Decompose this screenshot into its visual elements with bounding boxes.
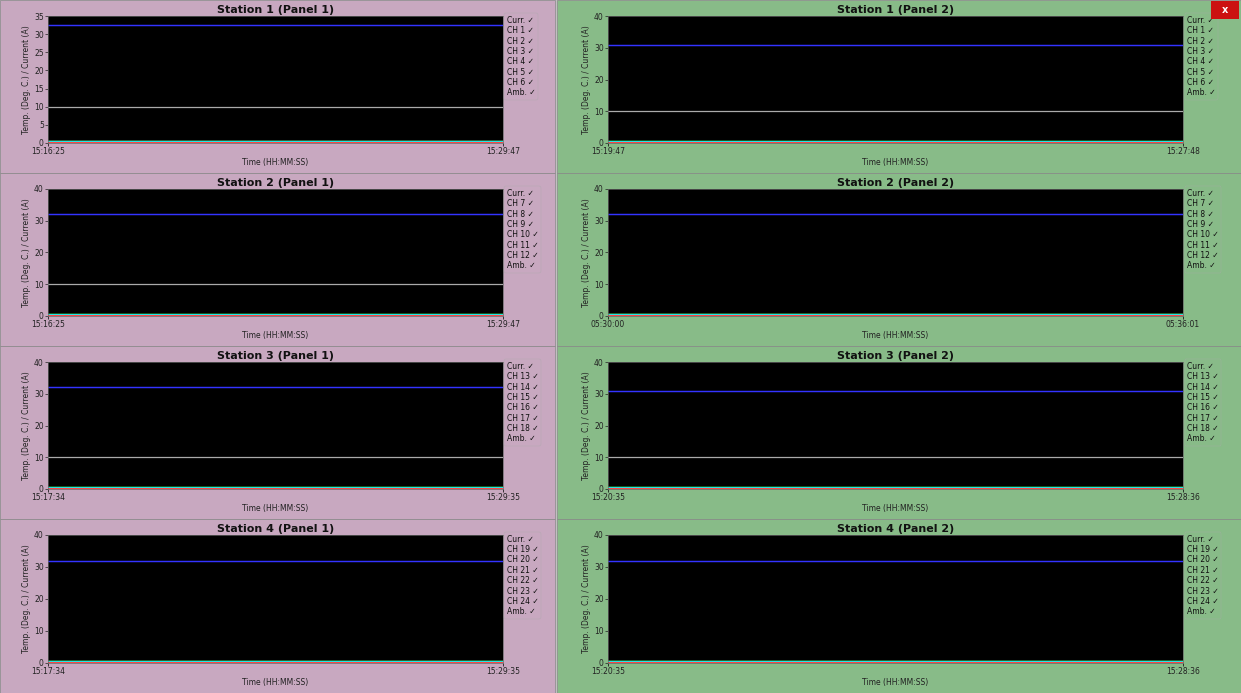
Title: Station 4 (Panel 1): Station 4 (Panel 1) xyxy=(217,524,334,534)
X-axis label: Time (HH:MM:SS): Time (HH:MM:SS) xyxy=(862,504,928,513)
Y-axis label: Temp. (Deg. C.) / Current (A): Temp. (Deg. C.) / Current (A) xyxy=(582,25,591,134)
Legend: Curr. ✓, CH 7 ✓, CH 8 ✓, CH 9 ✓, CH 10 ✓, CH 11 ✓, CH 12 ✓, Amb. ✓: Curr. ✓, CH 7 ✓, CH 8 ✓, CH 9 ✓, CH 10 ✓… xyxy=(504,186,541,272)
Title: Station 3 (Panel 2): Station 3 (Panel 2) xyxy=(836,351,954,361)
X-axis label: Time (HH:MM:SS): Time (HH:MM:SS) xyxy=(862,331,928,340)
Title: Station 2 (Panel 2): Station 2 (Panel 2) xyxy=(836,178,954,188)
X-axis label: Time (HH:MM:SS): Time (HH:MM:SS) xyxy=(242,331,309,340)
Title: Station 1 (Panel 1): Station 1 (Panel 1) xyxy=(217,6,334,15)
Y-axis label: Temp. (Deg. C.) / Current (A): Temp. (Deg. C.) / Current (A) xyxy=(22,371,31,480)
X-axis label: Time (HH:MM:SS): Time (HH:MM:SS) xyxy=(862,157,928,166)
Y-axis label: Temp. (Deg. C.) / Current (A): Temp. (Deg. C.) / Current (A) xyxy=(22,198,31,307)
Title: Station 1 (Panel 2): Station 1 (Panel 2) xyxy=(836,6,954,15)
Y-axis label: Temp. (Deg. C.) / Current (A): Temp. (Deg. C.) / Current (A) xyxy=(22,25,31,134)
Text: x: x xyxy=(1221,6,1229,15)
Title: Station 4 (Panel 2): Station 4 (Panel 2) xyxy=(836,524,954,534)
Title: Station 2 (Panel 1): Station 2 (Panel 1) xyxy=(217,178,334,188)
Y-axis label: Temp. (Deg. C.) / Current (A): Temp. (Deg. C.) / Current (A) xyxy=(22,545,31,653)
X-axis label: Time (HH:MM:SS): Time (HH:MM:SS) xyxy=(242,157,309,166)
Legend: Curr. ✓, CH 19 ✓, CH 20 ✓, CH 21 ✓, CH 22 ✓, CH 23 ✓, CH 24 ✓, Amb. ✓: Curr. ✓, CH 19 ✓, CH 20 ✓, CH 21 ✓, CH 2… xyxy=(504,532,541,619)
Y-axis label: Temp. (Deg. C.) / Current (A): Temp. (Deg. C.) / Current (A) xyxy=(582,545,591,653)
Title: Station 3 (Panel 1): Station 3 (Panel 1) xyxy=(217,351,334,361)
Legend: Curr. ✓, CH 19 ✓, CH 20 ✓, CH 21 ✓, CH 22 ✓, CH 23 ✓, CH 24 ✓, Amb. ✓: Curr. ✓, CH 19 ✓, CH 20 ✓, CH 21 ✓, CH 2… xyxy=(1185,532,1221,619)
Legend: Curr. ✓, CH 1 ✓, CH 2 ✓, CH 3 ✓, CH 4 ✓, CH 5 ✓, CH 6 ✓, Amb. ✓: Curr. ✓, CH 1 ✓, CH 2 ✓, CH 3 ✓, CH 4 ✓,… xyxy=(1185,13,1217,100)
Legend: Curr. ✓, CH 7 ✓, CH 8 ✓, CH 9 ✓, CH 10 ✓, CH 11 ✓, CH 12 ✓, Amb. ✓: Curr. ✓, CH 7 ✓, CH 8 ✓, CH 9 ✓, CH 10 ✓… xyxy=(1185,186,1221,272)
X-axis label: Time (HH:MM:SS): Time (HH:MM:SS) xyxy=(862,678,928,687)
Legend: Curr. ✓, CH 13 ✓, CH 14 ✓, CH 15 ✓, CH 16 ✓, CH 17 ✓, CH 18 ✓, Amb. ✓: Curr. ✓, CH 13 ✓, CH 14 ✓, CH 15 ✓, CH 1… xyxy=(504,360,541,446)
X-axis label: Time (HH:MM:SS): Time (HH:MM:SS) xyxy=(242,504,309,513)
Legend: Curr. ✓, CH 13 ✓, CH 14 ✓, CH 15 ✓, CH 16 ✓, CH 17 ✓, CH 18 ✓, Amb. ✓: Curr. ✓, CH 13 ✓, CH 14 ✓, CH 15 ✓, CH 1… xyxy=(1185,360,1221,446)
Y-axis label: Temp. (Deg. C.) / Current (A): Temp. (Deg. C.) / Current (A) xyxy=(582,198,591,307)
Legend: Curr. ✓, CH 1 ✓, CH 2 ✓, CH 3 ✓, CH 4 ✓, CH 5 ✓, CH 6 ✓, Amb. ✓: Curr. ✓, CH 1 ✓, CH 2 ✓, CH 3 ✓, CH 4 ✓,… xyxy=(504,13,537,100)
X-axis label: Time (HH:MM:SS): Time (HH:MM:SS) xyxy=(242,678,309,687)
Y-axis label: Temp. (Deg. C.) / Current (A): Temp. (Deg. C.) / Current (A) xyxy=(582,371,591,480)
